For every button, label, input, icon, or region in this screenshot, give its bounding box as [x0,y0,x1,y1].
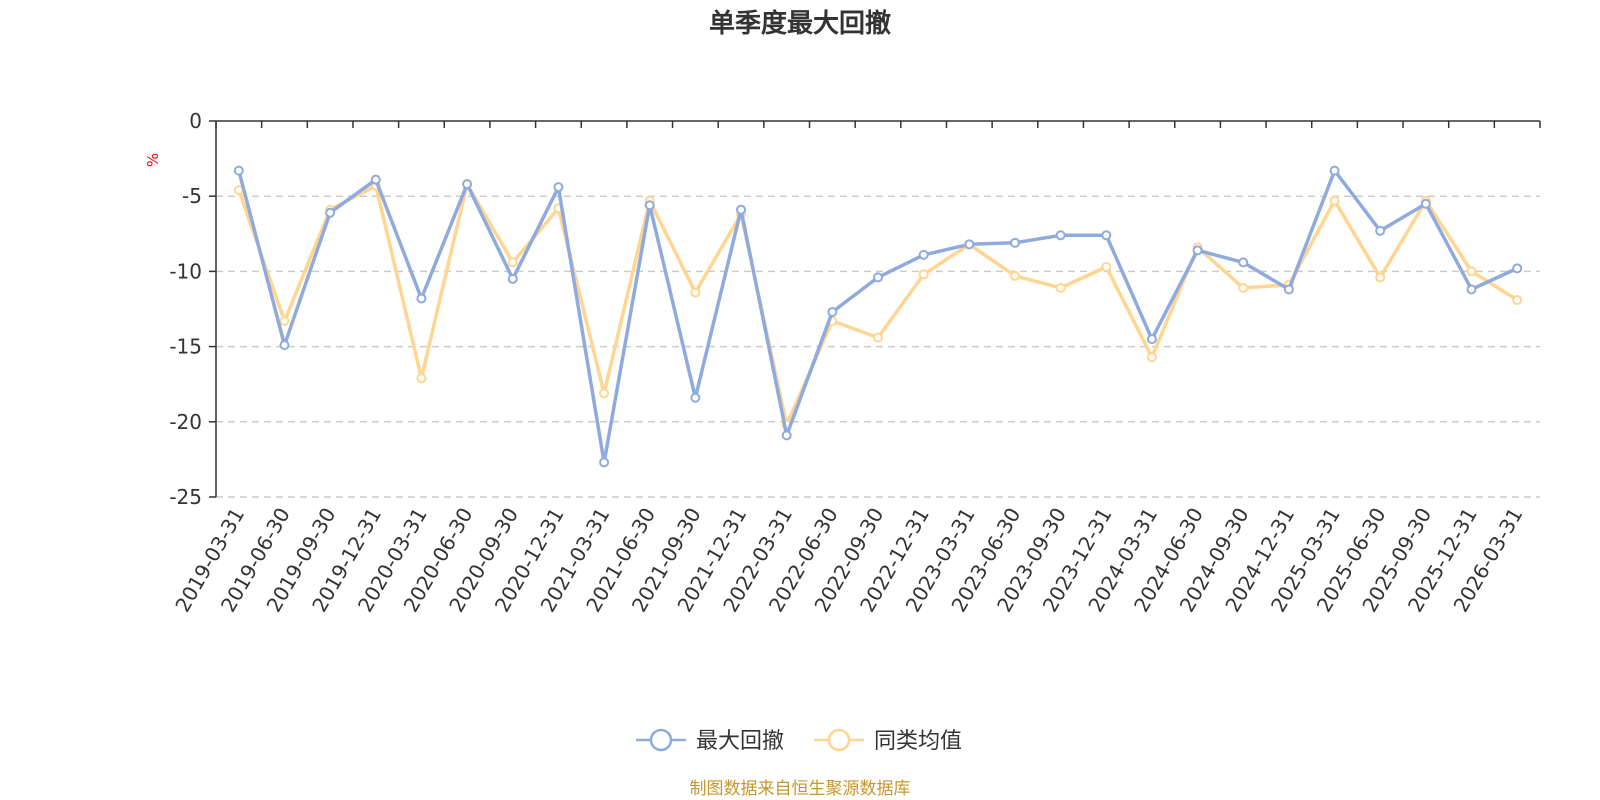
data-point[interactable] [1466,266,1477,277]
data-point[interactable] [279,316,290,327]
data-point[interactable] [918,269,929,280]
legend-marker-max-drawdown-icon [649,728,673,752]
y-tick-label: -20 [169,410,202,434]
data-point[interactable] [507,257,518,268]
legend-marker-peer-average-icon [827,728,851,752]
y-tick-label: -10 [169,259,202,283]
data-point[interactable] [370,174,381,185]
axes [209,120,1541,498]
data-point[interactable] [416,373,427,384]
data-point[interactable] [1420,198,1431,209]
y-tick-label: -15 [169,335,202,359]
data-point[interactable] [1101,230,1112,241]
data-point[interactable] [599,388,610,399]
data-point[interactable] [1192,245,1203,256]
legend[interactable]: 最大回撤 同类均值 [636,728,962,754]
data-point[interactable] [827,307,838,318]
data-point[interactable] [1055,230,1066,241]
data-point[interactable] [964,239,975,250]
series-peer-average [233,179,1523,430]
data-point[interactable] [736,204,747,215]
x-tick-labels: 2019-03-312019-06-302019-09-302019-12-31… [170,503,1527,616]
grid-lines [216,195,1540,498]
data-point[interactable] [507,273,518,284]
data-point[interactable] [690,392,701,403]
data-point[interactable] [416,293,427,304]
data-point[interactable] [1238,257,1249,268]
data-point[interactable] [1146,352,1157,363]
data-point[interactable] [873,332,883,343]
data-point[interactable] [1329,165,1340,176]
data-point[interactable] [1329,195,1340,206]
data-point[interactable] [873,272,883,283]
data-point[interactable] [279,340,290,351]
data-point[interactable] [1055,282,1066,293]
series-max-drawdown [233,165,1523,468]
data-source-note: 制图数据来自恒生聚源数据库 [690,779,911,799]
data-point[interactable] [1101,261,1112,272]
legend-item-peer-average[interactable]: 同类均值 [814,728,962,754]
data-point[interactable] [1466,284,1477,295]
data-point[interactable] [1375,272,1386,283]
series-lines [233,165,1523,468]
data-point[interactable] [1009,237,1020,248]
data-point[interactable] [1009,270,1020,281]
data-point[interactable] [918,249,929,260]
data-point[interactable] [599,457,610,468]
data-point[interactable] [233,165,244,176]
y-tick-label: 0 [189,109,202,133]
data-point[interactable] [553,182,564,193]
data-point[interactable] [1146,334,1157,345]
data-point[interactable] [1512,294,1523,305]
legend-item-max-drawdown[interactable]: 最大回撤 [636,728,784,754]
y-tick-label: -25 [169,485,202,509]
data-point[interactable] [644,200,655,211]
data-point[interactable] [462,179,473,190]
y-axis-unit-label: % [144,153,162,167]
data-point[interactable] [781,430,792,441]
data-point[interactable] [1238,282,1249,293]
data-point[interactable] [1283,284,1294,295]
data-point[interactable] [325,207,336,218]
data-point[interactable] [1512,263,1523,274]
data-point[interactable] [690,287,701,298]
legend-label-peer-average: 同类均值 [874,729,962,754]
data-point[interactable] [1375,225,1386,236]
legend-label-max-drawdown: 最大回撤 [696,729,784,754]
chart-title: 单季度最大回撤 [709,8,891,39]
series-line [237,182,1519,427]
y-tick-labels: 0 -5 -10 -15 -20 -25 [169,109,202,509]
y-tick-label: -5 [182,184,202,208]
